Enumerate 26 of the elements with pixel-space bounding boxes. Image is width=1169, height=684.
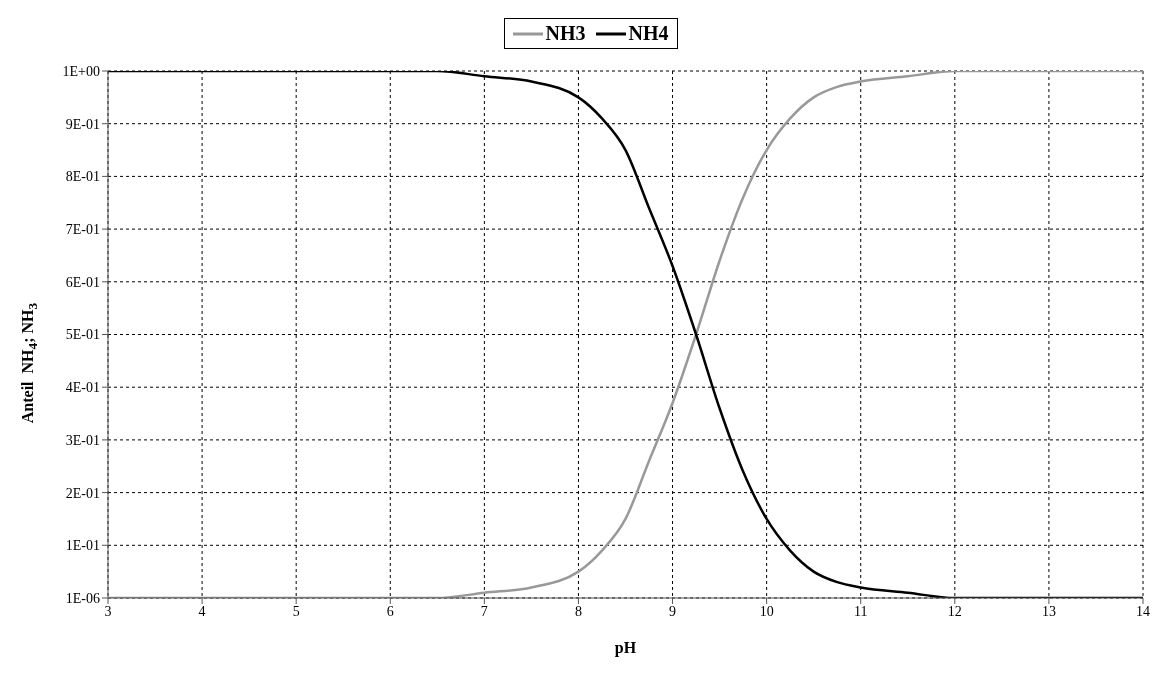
x-tick-label: 11 [853,603,868,619]
y-tick-label: 1E-01 [65,538,100,554]
legend-label: NH4 [627,22,669,45]
y-tick-label: 5E-01 [65,327,100,343]
x-tick-label: 5 [292,603,300,619]
x-tick-label: 4 [198,603,206,619]
x-tick-label: 6 [386,603,394,619]
x-tick-label: 9 [669,603,677,619]
x-tick-label: 3 [104,603,112,619]
legend-label: NH3 [544,22,586,45]
x-tick-label: 12 [947,603,962,619]
y-tick-label: 3E-01 [65,432,100,448]
x-tick-label: 13 [1041,603,1056,619]
y-tick-label: 8E-01 [65,169,100,185]
y-tick-label: 1E-06 [65,590,100,606]
x-tick-label: 7 [480,603,488,619]
y-tick-label: 2E-01 [65,485,100,501]
x-tick-label: 14 [1136,603,1150,619]
y-tick-label: 6E-01 [65,274,100,290]
x-axis-title: pH [614,639,637,657]
x-tick-label: 10 [759,603,774,619]
y-tick-label: 9E-01 [65,116,100,132]
y-tick-label: 7E-01 [65,222,100,238]
y-tick-label: 4E-01 [65,380,100,396]
y-tick-label: 1E+00 [62,63,100,79]
x-tick-label: 8 [574,603,582,619]
